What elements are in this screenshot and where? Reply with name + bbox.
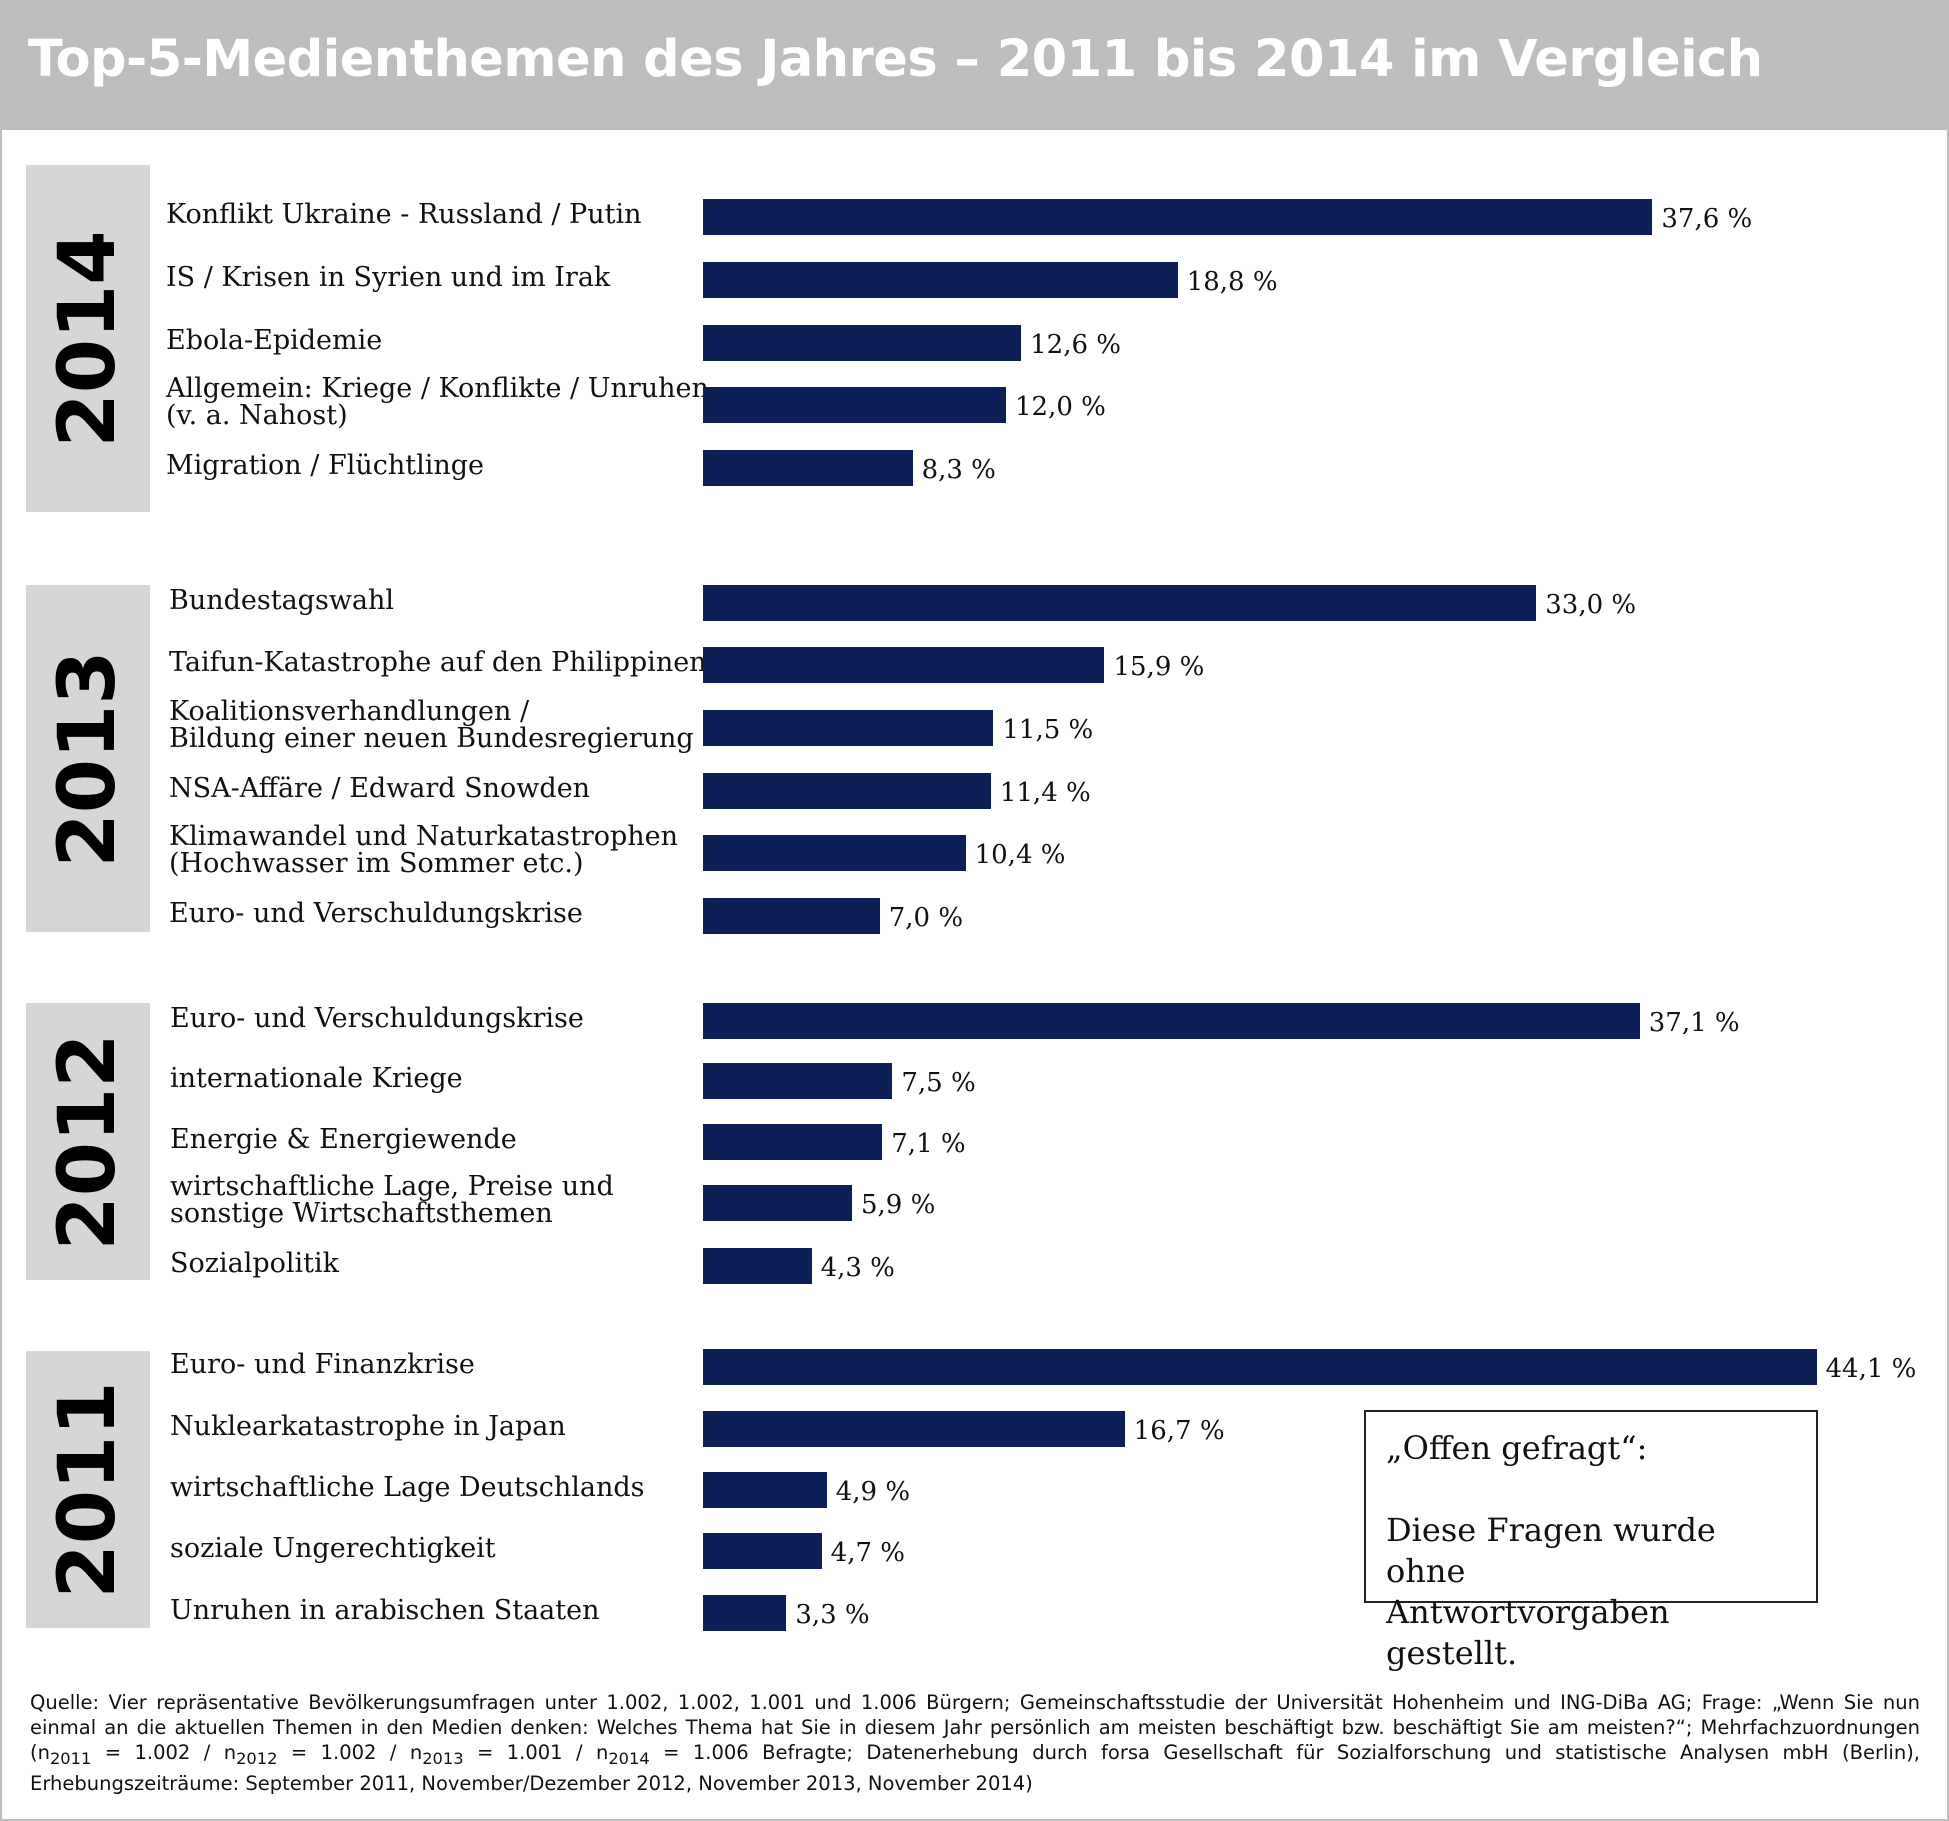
bar <box>703 1472 827 1508</box>
value-label: 4,9 % <box>835 1477 911 1507</box>
bar <box>703 1349 1817 1385</box>
value-label: 3,3 % <box>795 1600 870 1630</box>
category-label: Euro- und Finanzkrise <box>170 1348 475 1380</box>
bar <box>703 1248 812 1284</box>
category-label: Euro- und Verschuldungskrise <box>170 1002 584 1034</box>
value-label: 4,3 % <box>820 1253 895 1283</box>
year-box-2014: 2014 <box>26 165 150 512</box>
category-label: Unruhen in arabischen Staaten <box>170 1594 600 1626</box>
category-label: wirtschaftliche Lage Deutschlands <box>170 1471 645 1503</box>
source-text: Quelle: Vier repräsentative Bevölkerungs… <box>30 1691 1920 1795</box>
year-label: 2013 <box>43 649 133 868</box>
category-label: Ebola-Epidemie <box>166 324 383 356</box>
category-label: Koalitionsverhandlungen / Bildung einer n… <box>169 696 694 754</box>
note-line-2: Diese Fragen wurde ohne <box>1386 1511 1716 1590</box>
category-label: soziale Ungerechtigkeit <box>170 1532 496 1564</box>
note-box: „Offen gefragt“: Diese Fragen wurde ohne… <box>1364 1410 1818 1672</box>
bar <box>703 262 1178 298</box>
value-label: 44,1 % <box>1825 1354 1917 1384</box>
category-label: Taifun-Katastrophe auf den Philippinen <box>169 646 707 678</box>
bar <box>703 1124 883 1160</box>
value-label: 11,5 % <box>1002 715 1094 745</box>
category-label: Konflikt Ukraine - Russland / Putin <box>166 198 642 230</box>
bar <box>703 647 1105 683</box>
year-label: 2011 <box>43 1380 133 1599</box>
value-label: 16,7 % <box>1133 1416 1225 1446</box>
value-label: 8,3 % <box>921 455 996 485</box>
bar <box>703 835 966 871</box>
value-label: 4,7 % <box>830 1538 905 1568</box>
bar <box>703 387 1006 423</box>
value-label: 12,6 % <box>1030 330 1122 360</box>
bar <box>703 199 1653 235</box>
value-label: 7,0 % <box>888 903 964 933</box>
value-label: 11,4 % <box>999 778 1091 808</box>
bar <box>703 1411 1125 1447</box>
year-box-2011: 2011 <box>26 1351 150 1628</box>
category-label: Energie & Energiewende <box>170 1123 517 1155</box>
category-label: Nuklearkatastrophe in Japan <box>170 1410 566 1442</box>
category-label: Sozialpolitik <box>170 1247 340 1279</box>
value-label: 15,9 % <box>1113 652 1205 682</box>
value-label: 7,5 % <box>901 1068 976 1098</box>
year-box-2012: 2012 <box>26 1003 150 1280</box>
category-label: Klimawandel und Naturkatastrophen (Hochwa… <box>169 821 679 879</box>
category-label: Bundestagswahl <box>169 584 395 616</box>
category-label: wirtschaftliche Lage, Preise und sonstige… <box>170 1171 614 1229</box>
category-label: Allgemein: Kriege / Konflikte / Unruhen(… <box>166 373 709 431</box>
bar <box>703 1595 787 1631</box>
bar <box>703 1003 1640 1039</box>
value-label: 10,4 % <box>974 840 1066 870</box>
category-label: Euro- und Verschuldungskrise <box>169 897 583 929</box>
bar <box>703 1533 822 1569</box>
year-label: 2012 <box>43 1032 133 1251</box>
year-box-2013: 2013 <box>26 585 150 932</box>
category-label: Migration / Flüchtlinge <box>166 449 485 481</box>
value-label: 18,8 % <box>1186 267 1278 297</box>
year-label: 2014 <box>43 229 133 448</box>
bar <box>703 325 1022 361</box>
bar <box>703 450 913 486</box>
value-label: 37,6 % <box>1661 204 1753 234</box>
note-line-3: Antwortvorgaben gestellt. <box>1386 1593 1670 1672</box>
header-bar: Top-5-Medienthemen des Jahres – 2011 bis… <box>0 0 1949 130</box>
chart-title: Top-5-Medienthemen des Jahres – 2011 bis… <box>28 30 1763 89</box>
category-label: IS / Krisen in Syrien und im Irak <box>166 261 611 293</box>
value-label: 37,1 % <box>1648 1008 1740 1038</box>
category-label: NSA-Affäre / Edward Snowden <box>169 772 591 804</box>
category-label: internationale Kriege <box>170 1062 463 1094</box>
note-line-1: „Offen gefragt“: <box>1386 1429 1648 1467</box>
value-label: 33,0 % <box>1545 590 1637 620</box>
bar <box>703 710 994 746</box>
value-label: 5,9 % <box>860 1190 936 1220</box>
bar <box>703 585 1537 621</box>
bar <box>703 1185 852 1221</box>
value-label: 12,0 % <box>1015 392 1106 422</box>
bar <box>703 1063 893 1099</box>
value-label: 7,1 % <box>891 1129 966 1159</box>
bar <box>703 773 991 809</box>
bar <box>703 898 880 934</box>
